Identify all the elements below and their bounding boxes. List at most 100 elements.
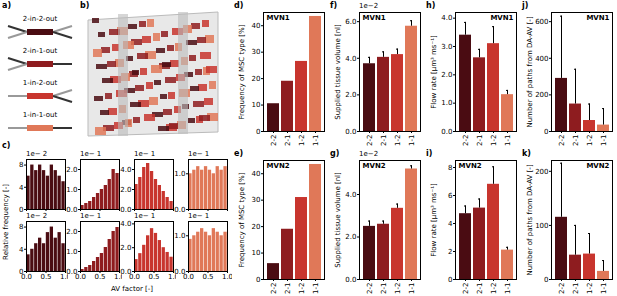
svg-text:Frequency of MSC type [%]: Frequency of MSC type [%] bbox=[238, 172, 246, 267]
svg-text:4: 4 bbox=[448, 220, 453, 228]
svg-text:1-in-1-out: 1-in-1-out bbox=[23, 111, 58, 119]
svg-text:1-1: 1-1 bbox=[504, 135, 512, 146]
svg-text:2-1: 2-1 bbox=[284, 135, 292, 146]
svg-text:2-2: 2-2 bbox=[366, 135, 374, 146]
svg-text:0.0: 0.0 bbox=[183, 273, 194, 281]
svg-text:20: 20 bbox=[252, 75, 261, 83]
svg-text:6: 6 bbox=[448, 192, 453, 200]
svg-text:200: 200 bbox=[535, 91, 548, 99]
svg-text:2.0: 2.0 bbox=[441, 71, 452, 79]
svg-text:1-1: 1-1 bbox=[408, 135, 416, 146]
svg-text:0: 0 bbox=[544, 128, 548, 136]
svg-text:1.0: 1.0 bbox=[174, 170, 185, 178]
svg-text:2-1: 2-1 bbox=[380, 283, 388, 294]
svg-text:2-2: 2-2 bbox=[462, 283, 470, 294]
svg-text:40: 40 bbox=[252, 22, 261, 30]
svg-text:2-2: 2-2 bbox=[558, 135, 566, 146]
svg-text:0.0: 0.0 bbox=[345, 276, 356, 284]
svg-text:1-1: 1-1 bbox=[408, 283, 416, 294]
svg-text:MVN1: MVN1 bbox=[363, 14, 386, 22]
svg-text:200: 200 bbox=[535, 168, 548, 176]
svg-text:20: 20 bbox=[252, 223, 261, 231]
svg-text:2-2: 2-2 bbox=[270, 283, 278, 294]
svg-text:1-2: 1-2 bbox=[298, 135, 306, 146]
svg-text:2-1: 2-1 bbox=[476, 135, 484, 146]
svg-text:1-1: 1-1 bbox=[504, 283, 512, 294]
svg-text:1-1: 1-1 bbox=[600, 283, 608, 294]
svg-text:2-1: 2-1 bbox=[284, 283, 292, 294]
svg-text:100: 100 bbox=[535, 222, 548, 230]
svg-text:2-2: 2-2 bbox=[270, 135, 278, 146]
svg-text:8: 8 bbox=[19, 223, 23, 231]
svg-text:3.0: 3.0 bbox=[441, 43, 452, 51]
svg-text:30: 30 bbox=[252, 196, 261, 204]
svg-text:Flow rate [μm³ ms⁻¹]: Flow rate [μm³ ms⁻¹] bbox=[430, 35, 438, 109]
svg-text:2-in-2-out: 2-in-2-out bbox=[23, 15, 58, 23]
svg-text:1-1: 1-1 bbox=[600, 135, 608, 146]
svg-text:0: 0 bbox=[544, 276, 548, 284]
svg-text:1-2: 1-2 bbox=[394, 283, 402, 294]
svg-text:1.0: 1.0 bbox=[174, 232, 185, 240]
svg-text:2-2: 2-2 bbox=[558, 283, 566, 294]
svg-text:MVN1: MVN1 bbox=[490, 14, 513, 22]
svg-text:0.0: 0.0 bbox=[21, 273, 32, 281]
svg-text:10: 10 bbox=[252, 249, 261, 257]
svg-text:MVN2: MVN2 bbox=[267, 162, 290, 170]
svg-text:4: 4 bbox=[19, 246, 24, 254]
svg-text:2-1: 2-1 bbox=[476, 283, 484, 294]
svg-text:0.0: 0.0 bbox=[441, 128, 452, 136]
svg-text:Supplied tissue volume [nl]: Supplied tissue volume [nl] bbox=[334, 172, 342, 268]
svg-text:2-in-1-out: 2-in-1-out bbox=[23, 47, 58, 55]
svg-text:1-1: 1-1 bbox=[312, 135, 320, 146]
svg-text:2-2: 2-2 bbox=[366, 283, 374, 294]
svg-text:30: 30 bbox=[252, 48, 261, 56]
svg-text:1-2: 1-2 bbox=[490, 135, 498, 146]
svg-text:1-1: 1-1 bbox=[312, 283, 320, 294]
svg-text:MVN2: MVN2 bbox=[586, 162, 609, 170]
svg-text:0.5: 0.5 bbox=[148, 273, 159, 281]
svg-text:2: 2 bbox=[448, 248, 452, 256]
svg-text:2.0: 2.0 bbox=[345, 91, 356, 99]
svg-text:1-2: 1-2 bbox=[394, 135, 402, 146]
svg-text:2-1: 2-1 bbox=[572, 283, 580, 294]
svg-text:6.0: 6.0 bbox=[345, 18, 356, 26]
svg-text:0: 0 bbox=[256, 128, 260, 136]
svg-text:1.0: 1.0 bbox=[441, 99, 452, 107]
svg-text:8: 8 bbox=[448, 164, 452, 172]
svg-text:4.0: 4.0 bbox=[441, 14, 452, 22]
svg-text:8: 8 bbox=[19, 161, 23, 169]
svg-text:1-2: 1-2 bbox=[586, 283, 594, 294]
svg-text:Frequency of MSC type [%]: Frequency of MSC type [%] bbox=[238, 24, 246, 119]
svg-text:2.0: 2.0 bbox=[66, 228, 77, 236]
svg-text:4.0: 4.0 bbox=[345, 191, 356, 199]
svg-text:2-2: 2-2 bbox=[462, 135, 470, 146]
svg-text:2.0: 2.0 bbox=[120, 186, 131, 194]
svg-text:MVN1: MVN1 bbox=[267, 14, 290, 22]
svg-text:2-1: 2-1 bbox=[380, 135, 388, 146]
svg-text:0.0: 0.0 bbox=[129, 273, 140, 281]
svg-text:0.0: 0.0 bbox=[75, 273, 86, 281]
svg-text:4.0: 4.0 bbox=[120, 220, 131, 228]
svg-text:Number of paths from DA-AV [-]: Number of paths from DA-AV [-] bbox=[526, 16, 534, 128]
svg-text:10: 10 bbox=[252, 101, 261, 109]
svg-text:1.0: 1.0 bbox=[66, 248, 77, 256]
svg-text:MVN1: MVN1 bbox=[586, 14, 609, 22]
svg-text:0.5: 0.5 bbox=[40, 273, 51, 281]
svg-text:1-2: 1-2 bbox=[586, 135, 594, 146]
svg-text:4: 4 bbox=[19, 184, 24, 192]
svg-text:MVN2: MVN2 bbox=[459, 162, 482, 170]
svg-text:Supplied tissue volume [nl]: Supplied tissue volume [nl] bbox=[334, 24, 342, 120]
svg-text:4.0: 4.0 bbox=[345, 55, 356, 63]
svg-text:600: 600 bbox=[535, 18, 548, 26]
svg-text:0.5: 0.5 bbox=[202, 273, 213, 281]
svg-text:0: 0 bbox=[448, 276, 452, 284]
svg-text:2.0: 2.0 bbox=[66, 166, 77, 174]
svg-text:1.0: 1.0 bbox=[66, 186, 77, 194]
svg-text:1-2: 1-2 bbox=[490, 283, 498, 294]
svg-text:MVN2: MVN2 bbox=[363, 162, 386, 170]
svg-text:Number of paths from DA-AV [-]: Number of paths from DA-AV [-] bbox=[526, 164, 534, 276]
svg-text:40: 40 bbox=[252, 170, 261, 178]
svg-text:1-2: 1-2 bbox=[298, 283, 306, 294]
svg-text:2.0: 2.0 bbox=[345, 233, 356, 241]
svg-text:1-in-2-out: 1-in-2-out bbox=[23, 79, 58, 87]
